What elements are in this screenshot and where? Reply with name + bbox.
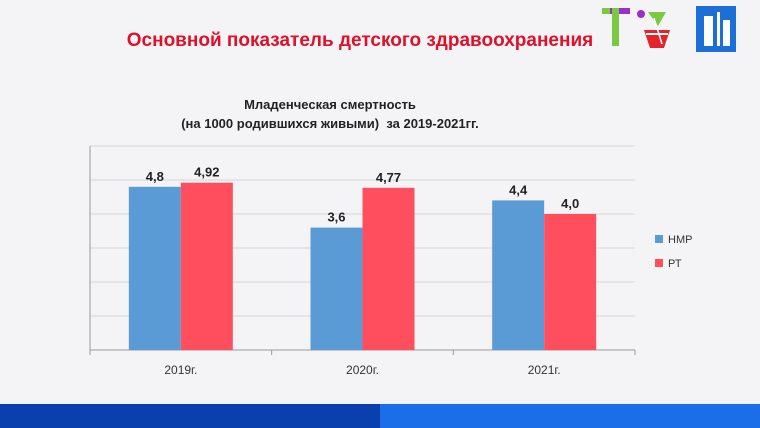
x-tick-label: 2020г. [346,363,379,377]
bar-rt [544,214,596,350]
data-label: 4,77 [376,170,401,185]
footer-band-left [0,404,380,428]
footer-band-right [380,404,760,428]
x-tick-label: 2019г. [164,363,197,377]
legend-swatch [655,235,663,243]
bar-nmr [311,228,363,350]
data-label: 4,0 [561,196,579,211]
bar-nmr [492,200,544,350]
legend-label: НМР [668,234,692,246]
data-label: 4,4 [509,182,528,197]
data-label: 3,6 [327,210,345,225]
x-tick-label: 2021г. [528,363,561,377]
bar-rt [181,183,233,350]
data-label: 4,8 [146,169,164,184]
legend-swatch [655,259,663,267]
bar-rt [363,188,415,350]
legend-label: РТ [668,258,682,270]
data-label: 4,92 [194,165,219,180]
bar-nmr [129,187,181,350]
